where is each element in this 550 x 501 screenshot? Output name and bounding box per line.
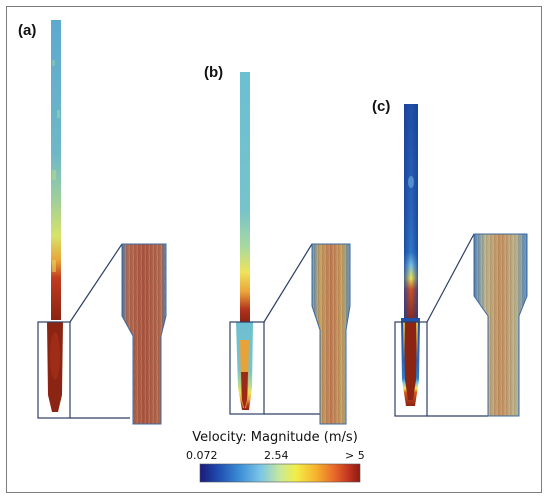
zoom-line-a-top — [69, 243, 123, 323]
zoom-box-b — [229, 321, 265, 415]
colorbar-min-label: 0.072 — [186, 449, 218, 462]
panel-c-label: (c) — [372, 98, 391, 115]
riser-b — [240, 72, 250, 322]
zoom-line-b-top — [263, 243, 313, 323]
panel-b — [229, 72, 351, 425]
zoom-view-c — [473, 233, 528, 417]
figure-frame — [6, 6, 542, 493]
panel-a — [37, 20, 167, 425]
zoom-line-c-top — [426, 233, 475, 323]
zoom-box-c — [394, 321, 428, 417]
colorbar-mid-label: 2.54 — [264, 449, 289, 462]
colorbar-title: Velocity: Magnitude (m/s) — [192, 430, 358, 445]
panel-b-label: (b) — [204, 64, 224, 81]
colorbar-max-label: > 5 — [345, 449, 365, 462]
riser-a-mottling — [52, 60, 60, 272]
panel-a-label: (a) — [18, 22, 37, 39]
zoom-view-b — [311, 243, 351, 425]
zoom-view-a — [121, 243, 167, 425]
colorbar — [199, 463, 361, 483]
panel-c — [394, 104, 528, 417]
zoom-box-a — [37, 321, 71, 419]
